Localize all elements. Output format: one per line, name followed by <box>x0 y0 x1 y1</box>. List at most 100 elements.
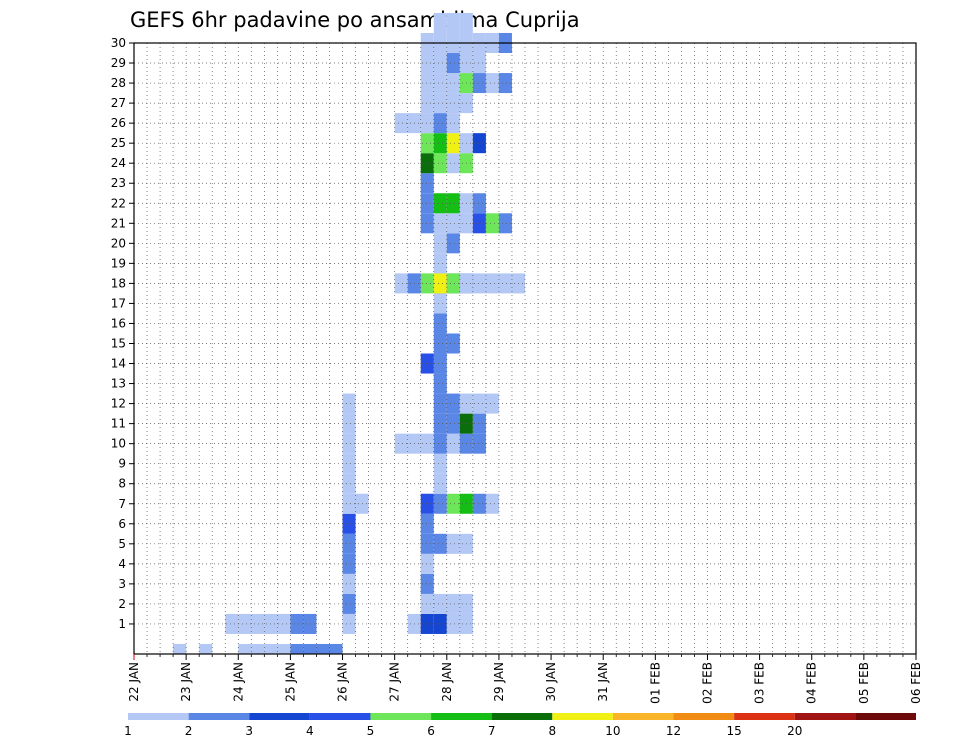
heatmap-cell <box>472 73 486 94</box>
heatmap-cell <box>290 613 304 634</box>
heatmap-cell <box>329 643 343 654</box>
y-tick-label: 17 <box>111 296 126 310</box>
y-tick-label: 29 <box>111 56 126 70</box>
heatmap-cell <box>498 273 512 294</box>
heatmap-cell <box>433 473 447 494</box>
heatmap-cell <box>420 353 434 374</box>
heatmap-cell <box>433 193 447 214</box>
heatmap-cell <box>498 73 512 94</box>
heatmap-cell <box>433 12 447 33</box>
y-tick-label: 4 <box>118 557 126 571</box>
x-tick-label: 03 FEB <box>753 662 767 704</box>
y-tick-label: 24 <box>111 156 126 170</box>
heatmap-cell <box>238 613 252 634</box>
y-tick-label: 14 <box>111 357 126 371</box>
heatmap-cell <box>446 593 460 614</box>
heatmap-cell <box>225 613 239 634</box>
y-axis: 1234567891011121314151617181920212223242… <box>111 36 134 631</box>
grid-lines <box>134 42 916 654</box>
heatmap-cell <box>472 193 486 214</box>
heatmap-cell <box>446 193 460 214</box>
heatmap-cell <box>433 413 447 434</box>
heatmap-cell <box>433 73 447 94</box>
heatmap-cell <box>446 233 460 254</box>
heatmap-cell <box>433 593 447 614</box>
y-tick-label: 28 <box>111 76 126 90</box>
legend-level-label: 6 <box>427 724 435 738</box>
x-tick-label: 25 JAN <box>283 662 297 702</box>
legend-color-swatch <box>128 713 189 720</box>
heatmap-cell <box>238 643 252 654</box>
heatmap-cell <box>342 433 356 454</box>
x-tick-label: 27 JAN <box>388 662 402 702</box>
heatmap-cell <box>420 513 434 534</box>
heatmap-cell <box>342 453 356 474</box>
heatmap-cell <box>420 113 434 134</box>
heatmap-cell <box>498 213 512 234</box>
heatmap-cell <box>433 213 447 234</box>
heatmap-cell <box>472 273 486 294</box>
y-tick-label: 6 <box>118 517 126 531</box>
heatmap-cell <box>433 53 447 74</box>
x-tick-label: 01 FEB <box>648 662 662 704</box>
heatmap-cell <box>472 213 486 234</box>
y-tick-label: 16 <box>111 316 126 330</box>
heatmap-cell <box>446 333 460 354</box>
heatmap-cell <box>472 133 486 154</box>
heatmap-cell <box>420 193 434 214</box>
heatmap-cell <box>342 573 356 594</box>
y-tick-label: 9 <box>118 457 126 471</box>
heatmap-cell <box>433 93 447 114</box>
heatmap-cell <box>277 643 291 654</box>
heatmap-cell <box>446 73 460 94</box>
heatmap-cell <box>433 333 447 354</box>
heatmap-cell <box>342 413 356 434</box>
legend-level-label: 4 <box>306 724 314 738</box>
heatmap-cell <box>303 613 317 634</box>
heatmap-cell <box>277 613 291 634</box>
heatmap-cell <box>472 433 486 454</box>
y-tick-label: 21 <box>111 216 126 230</box>
heatmap-cell <box>446 133 460 154</box>
heatmap-cell <box>433 153 447 174</box>
heatmap-cell <box>420 493 434 514</box>
heatmap-cell <box>433 433 447 454</box>
x-tick-label: 22 JAN <box>127 662 141 702</box>
y-tick-label: 18 <box>111 276 126 290</box>
y-tick-label: 26 <box>111 116 126 130</box>
heatmap-cell <box>433 493 447 514</box>
legend-level-label: 7 <box>488 724 496 738</box>
heatmap-cell <box>251 613 265 634</box>
legend-color-swatch <box>673 713 735 720</box>
heatmap-cell <box>420 173 434 194</box>
legend-color-swatch <box>855 713 916 720</box>
heatmap-cell <box>433 533 447 554</box>
y-tick-label: 23 <box>111 176 126 190</box>
heatmap-cell <box>316 643 330 654</box>
heatmap-cell <box>342 513 356 534</box>
heatmap-cell <box>264 643 278 654</box>
heatmap-cell <box>446 613 460 634</box>
heatmap-cell <box>472 493 486 514</box>
heatmap-cell <box>433 353 447 374</box>
heatmap-cell <box>446 12 460 33</box>
y-tick-label: 13 <box>111 377 126 391</box>
legend-color-swatch <box>734 713 795 720</box>
heatmap-cell <box>420 273 434 294</box>
heatmap-cell <box>433 373 447 394</box>
heatmap-cell <box>420 553 434 574</box>
heatmap-cell <box>459 12 473 33</box>
heatmap-cell <box>342 553 356 574</box>
y-tick-label: 30 <box>111 36 126 50</box>
heatmap-cell <box>342 593 356 614</box>
heatmap-cell <box>485 213 499 234</box>
heatmap-cell <box>433 253 447 274</box>
legend-level-label: 5 <box>367 724 375 738</box>
heatmap-cell <box>420 573 434 594</box>
legend-color-swatch <box>491 713 553 720</box>
legend-level-label: 12 <box>666 724 681 738</box>
legend-level-label: 2 <box>185 724 193 738</box>
heatmap-cell <box>420 133 434 154</box>
y-tick-label: 25 <box>111 136 126 150</box>
